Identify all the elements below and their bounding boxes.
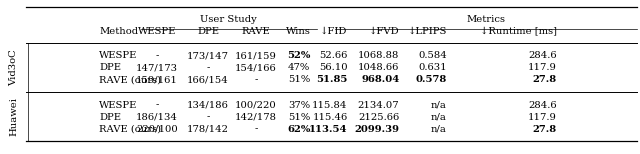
Text: 51%: 51% xyxy=(288,113,310,122)
Text: 968.04: 968.04 xyxy=(361,75,399,85)
Text: 62%: 62% xyxy=(287,124,310,134)
Text: User Study: User Study xyxy=(200,14,257,24)
Text: 27.8: 27.8 xyxy=(532,124,557,134)
Text: 154/166: 154/166 xyxy=(235,63,277,73)
Text: DPE: DPE xyxy=(99,63,121,73)
Text: DPE: DPE xyxy=(197,26,219,36)
Text: Wins: Wins xyxy=(287,26,311,36)
Text: RAVE (ours): RAVE (ours) xyxy=(99,124,161,134)
Text: 117.9: 117.9 xyxy=(528,113,557,122)
Text: 284.6: 284.6 xyxy=(528,51,557,61)
Text: WESPE: WESPE xyxy=(99,51,138,61)
Text: 56.10: 56.10 xyxy=(319,63,348,73)
Text: 52%: 52% xyxy=(287,51,310,61)
Text: 2134.07: 2134.07 xyxy=(358,101,399,109)
Text: 186/134: 186/134 xyxy=(136,113,178,122)
Text: 159/161: 159/161 xyxy=(136,75,178,85)
Text: 178/142: 178/142 xyxy=(187,124,229,134)
Text: -: - xyxy=(155,101,159,109)
Text: -: - xyxy=(155,51,159,61)
Text: 284.6: 284.6 xyxy=(528,101,557,109)
Text: Method: Method xyxy=(99,26,138,36)
Text: 2099.39: 2099.39 xyxy=(355,124,399,134)
Text: n/a: n/a xyxy=(431,124,447,134)
Text: 113.54: 113.54 xyxy=(309,124,348,134)
Text: n/a: n/a xyxy=(431,113,447,122)
Text: 117.9: 117.9 xyxy=(528,63,557,73)
Text: ↓FVD: ↓FVD xyxy=(369,26,399,36)
Text: 134/186: 134/186 xyxy=(187,101,229,109)
Text: 52.66: 52.66 xyxy=(319,51,348,61)
Text: Vid3oC: Vid3oC xyxy=(10,50,19,86)
Text: ↓FID: ↓FID xyxy=(320,26,348,36)
Text: n/a: n/a xyxy=(431,101,447,109)
Text: -: - xyxy=(254,75,258,85)
Text: 173/147: 173/147 xyxy=(187,51,229,61)
Text: Huawei: Huawei xyxy=(10,97,19,136)
Text: 37%: 37% xyxy=(288,101,310,109)
Text: 0.584: 0.584 xyxy=(418,51,447,61)
Text: 47%: 47% xyxy=(288,63,310,73)
Text: 0.631: 0.631 xyxy=(418,63,447,73)
Text: WESPE: WESPE xyxy=(138,26,176,36)
Text: 115.84: 115.84 xyxy=(312,101,348,109)
Text: 1048.66: 1048.66 xyxy=(358,63,399,73)
Text: 27.8: 27.8 xyxy=(532,75,557,85)
Text: Metrics: Metrics xyxy=(467,14,505,24)
Text: RAVE (ours): RAVE (ours) xyxy=(99,75,161,85)
Text: 0.578: 0.578 xyxy=(415,75,447,85)
Text: 147/173: 147/173 xyxy=(136,63,178,73)
Text: 166/154: 166/154 xyxy=(187,75,229,85)
Text: 115.46: 115.46 xyxy=(312,113,348,122)
Text: WESPE: WESPE xyxy=(99,101,138,109)
Text: ↓LPIPS: ↓LPIPS xyxy=(407,26,447,36)
Text: 2125.66: 2125.66 xyxy=(358,113,399,122)
Text: 100/220: 100/220 xyxy=(235,101,277,109)
Text: 51.85: 51.85 xyxy=(316,75,348,85)
Text: DPE: DPE xyxy=(99,113,121,122)
Text: ↓Runtime [ms]: ↓Runtime [ms] xyxy=(480,26,557,36)
Text: 51%: 51% xyxy=(288,75,310,85)
Text: -: - xyxy=(206,113,210,122)
Text: RAVE: RAVE xyxy=(242,26,270,36)
Text: 1068.88: 1068.88 xyxy=(358,51,399,61)
Text: -: - xyxy=(254,124,258,134)
Text: 220/100: 220/100 xyxy=(136,124,178,134)
Text: 142/178: 142/178 xyxy=(235,113,277,122)
Text: 161/159: 161/159 xyxy=(235,51,277,61)
Text: -: - xyxy=(206,63,210,73)
